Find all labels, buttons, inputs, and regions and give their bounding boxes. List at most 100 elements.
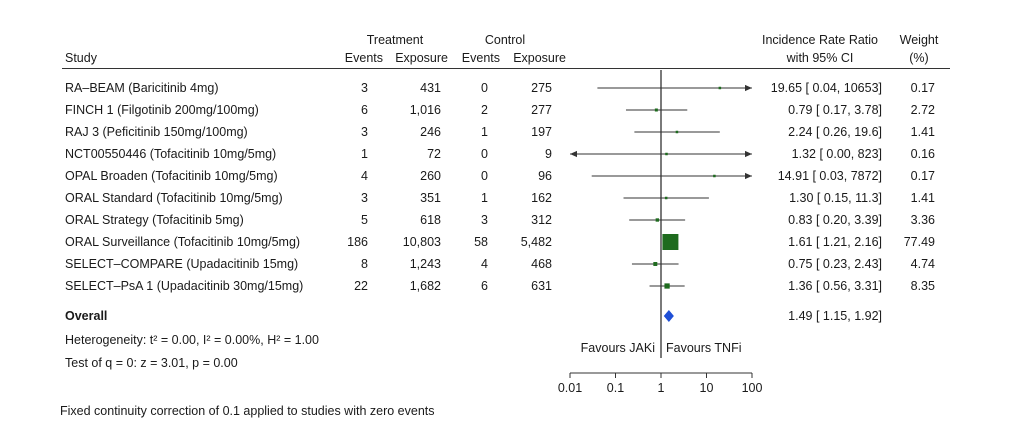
study-name: ORAL Strategy (Tofacitinib 5mg) xyxy=(65,213,244,227)
treatment-exposure: 431 xyxy=(420,81,441,95)
weight-text: 77.49 xyxy=(903,235,935,249)
treatment-exposure: 1,243 xyxy=(409,257,441,271)
ci-text: 19.65 [ 0.04, 10653] xyxy=(770,81,882,95)
treatment-exposure: 72 xyxy=(427,147,441,161)
x-tick-label: 0.01 xyxy=(558,381,582,395)
treatment-events: 3 xyxy=(361,191,368,205)
control-events: 1 xyxy=(481,125,488,139)
irr-header-line1: Incidence Rate Ratio xyxy=(761,33,879,47)
point-estimate-box xyxy=(665,152,668,156)
ci-text: 0.79 [ 0.17, 3.78] xyxy=(788,103,882,117)
footnote: Fixed continuity correction of 0.1 appli… xyxy=(60,404,435,418)
weight-text: 8.35 xyxy=(910,279,935,293)
ci-arrow-left xyxy=(570,150,577,158)
control-events: 6 xyxy=(481,279,488,293)
x-tick-label: 1 xyxy=(658,381,665,395)
control-events: 1 xyxy=(481,191,488,205)
ci-text: 0.75 [ 0.23, 2.43] xyxy=(788,257,882,271)
control-exposure: 162 xyxy=(531,191,552,205)
treatment-events: 186 xyxy=(347,235,368,249)
control-exposure: 96 xyxy=(538,169,552,183)
point-estimate-box xyxy=(653,262,658,266)
study-name: SELECT–COMPARE (Upadacitinib 15mg) xyxy=(65,257,299,271)
control-exposure: 197 xyxy=(531,125,552,139)
weight-header-line2: (%) xyxy=(909,51,929,65)
study-name: ORAL Surveillance (Tofacitinib 10mg/5mg) xyxy=(65,235,301,249)
treatment-exposure: 618 xyxy=(420,213,441,227)
treatment-events: 4 xyxy=(361,169,368,183)
point-estimate-box xyxy=(675,130,679,134)
point-estimate-box xyxy=(713,174,716,178)
ci-text: 1.36 [ 0.56, 3.31] xyxy=(788,279,882,293)
weight-text: 2.72 xyxy=(910,103,935,117)
treatment-exposure: 351 xyxy=(420,191,441,205)
test-text: Test of q = 0: z = 3.01, p = 0.00 xyxy=(65,356,238,370)
overall-label: Overall xyxy=(65,309,108,323)
weight-text: 0.17 xyxy=(910,169,935,183)
weight-text: 4.74 xyxy=(910,257,935,271)
heterogeneity-text: Heterogeneity: t² = 0.00, I² = 0.00%, H²… xyxy=(65,333,319,347)
x-tick-label: 100 xyxy=(742,381,763,395)
control-exposure: 275 xyxy=(531,81,552,95)
treatment-exposure: 1,016 xyxy=(409,103,441,117)
study-name: SELECT–PsA 1 (Upadacitinib 30mg/15mg) xyxy=(65,279,304,293)
favours-right-label: Favours TNFi xyxy=(666,341,742,355)
ci-text: 0.83 [ 0.20, 3.39] xyxy=(788,213,882,227)
point-estimate-box xyxy=(664,283,670,289)
study-name: NCT00550446 (Tofacitinib 10mg/5mg) xyxy=(65,147,277,161)
treatment-exposure: 10,803 xyxy=(402,235,441,249)
control-events: 0 xyxy=(481,147,488,161)
control-events-header: Events xyxy=(461,51,500,65)
treatment-events: 3 xyxy=(361,81,368,95)
ci-text: 1.30 [ 0.15, 11.3] xyxy=(789,191,882,205)
study-name: FINCH 1 (Filgotinib 200mg/100mg) xyxy=(65,103,259,117)
ci-text: 1.61 [ 1.21, 2.16] xyxy=(788,235,882,249)
control-exposure: 631 xyxy=(531,279,552,293)
ci-text: 1.32 [ 0.00, 823] xyxy=(791,147,882,161)
header-divider xyxy=(62,68,950,69)
control-exposure: 468 xyxy=(531,257,552,271)
ci-arrow-right xyxy=(745,172,752,180)
treatment-events: 22 xyxy=(354,279,368,293)
ci-arrow-right xyxy=(745,84,752,92)
weight-text: 1.41 xyxy=(910,191,935,205)
study-name: RAJ 3 (Peficitinib 150mg/100mg) xyxy=(65,125,248,139)
treatment-exposure: 1,682 xyxy=(409,279,441,293)
ci-text: 14.91 [ 0.03, 7872] xyxy=(777,169,882,183)
study-name: RA–BEAM (Baricitinib 4mg) xyxy=(65,81,219,95)
control-events: 0 xyxy=(481,81,488,95)
treatment-events-header: Events xyxy=(344,51,383,65)
point-estimate-box xyxy=(718,86,722,90)
control-events: 58 xyxy=(474,235,488,249)
treatment-exposure: 246 xyxy=(420,125,441,139)
treatment-header: Treatment xyxy=(366,33,424,47)
control-events: 0 xyxy=(481,169,488,183)
treatment-exposure: 260 xyxy=(420,169,441,183)
control-events: 4 xyxy=(481,257,488,271)
overall-ci-text: 1.49 [ 1.15, 1.92] xyxy=(788,309,882,323)
treatment-events: 1 xyxy=(361,147,368,161)
weight-header-line1: Weight xyxy=(899,33,939,47)
treatment-events: 5 xyxy=(361,213,368,227)
study-name: ORAL Standard (Tofacitinib 10mg/5mg) xyxy=(65,191,283,205)
weight-text: 1.41 xyxy=(910,125,935,139)
treatment-exposure-header: Exposure xyxy=(395,51,448,65)
control-header: Control xyxy=(484,33,526,47)
favours-left-label: Favours JAKi xyxy=(580,341,655,355)
point-estimate-box xyxy=(655,218,659,222)
weight-text: 3.36 xyxy=(910,213,935,227)
ci-arrow-right xyxy=(745,150,752,158)
treatment-events: 8 xyxy=(361,257,368,271)
weight-text: 0.17 xyxy=(910,81,935,95)
irr-header-line2: with 95% CI xyxy=(786,51,854,65)
ci-text: 2.24 [ 0.26, 19.6] xyxy=(788,125,882,139)
treatment-events: 6 xyxy=(361,103,368,117)
control-events: 3 xyxy=(481,213,488,227)
weight-text: 0.16 xyxy=(910,147,935,161)
treatment-events: 3 xyxy=(361,125,368,139)
point-estimate-box xyxy=(662,234,679,250)
overall-diamond xyxy=(663,310,674,322)
study-header: Study xyxy=(65,51,97,65)
control-exposure-header: Exposure xyxy=(513,51,566,65)
